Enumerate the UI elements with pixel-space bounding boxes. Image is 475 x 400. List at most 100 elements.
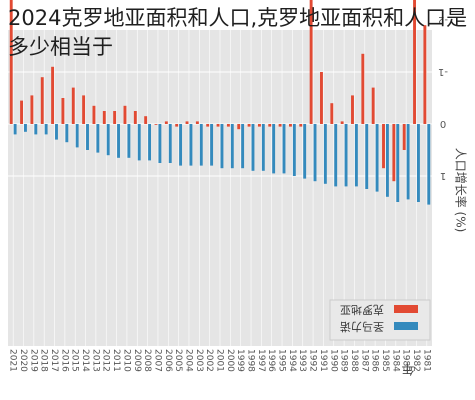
bar-san-marino [168, 124, 172, 163]
x-tick-label: 2018 [39, 349, 49, 372]
legend-swatch [394, 305, 418, 313]
x-tick: 1999 [235, 349, 245, 372]
y-tick-labels: -4-3-2-101 [438, 14, 448, 181]
bar-san-marino [323, 124, 327, 184]
x-tick: 2017 [49, 349, 59, 372]
x-tick: 1983 [401, 349, 411, 372]
bar-croatia [144, 116, 148, 124]
bar-san-marino [65, 124, 69, 143]
x-tick: 1991 [318, 349, 328, 372]
bar-croatia [413, 0, 416, 124]
bar-san-marino [230, 124, 234, 169]
x-tick: 2002 [204, 349, 214, 372]
bar-croatia [113, 111, 117, 124]
bar-san-marino [427, 124, 431, 205]
bar-san-marino [158, 124, 162, 163]
x-tick-label: 2021 [8, 349, 18, 372]
bar-croatia [216, 124, 220, 127]
bar-croatia [268, 124, 272, 127]
x-tick: 1981 [421, 349, 431, 372]
bar-san-marino [127, 124, 131, 158]
x-tick: 1996 [266, 349, 276, 372]
x-tick: 1987 [359, 349, 369, 372]
x-tick-label: 1981 [421, 349, 431, 372]
bar-croatia [237, 124, 241, 130]
bar-san-marino [117, 124, 120, 158]
bar-san-marino [44, 124, 48, 135]
x-tick: 2021 [8, 349, 18, 372]
x-tick: 2018 [39, 349, 49, 372]
bar-croatia [9, 0, 13, 124]
bar-croatia [382, 124, 385, 169]
x-tick-label: 2017 [49, 349, 59, 372]
x-tick: 2010 [121, 349, 131, 372]
x-tick: 1992 [308, 349, 318, 372]
bar-croatia [154, 124, 158, 125]
x-tick-label: 1991 [318, 349, 328, 372]
bar-croatia [320, 72, 323, 124]
y-axis-label: 人口增长率 (%) [454, 148, 469, 233]
y-tick: -1 [438, 66, 448, 77]
bar-croatia [226, 124, 230, 127]
bar-san-marino [272, 124, 276, 174]
x-tick-label: 1999 [235, 349, 245, 372]
legend-label: 克罗地亚 [340, 303, 384, 316]
bar-san-marino [55, 124, 58, 140]
bar-croatia [40, 77, 44, 124]
x-tick: 2003 [194, 349, 204, 372]
x-tick-label: 2001 [215, 349, 225, 372]
x-tick-label: 1983 [401, 349, 411, 372]
bar-croatia [330, 103, 334, 124]
x-tick-label: 1992 [308, 349, 318, 372]
bar-croatia [175, 124, 179, 127]
bar-croatia [71, 87, 75, 124]
x-tick: 2004 [183, 349, 193, 372]
bar-croatia [30, 95, 34, 124]
y-tick: 1 [440, 170, 446, 181]
x-tick: 1984 [390, 349, 400, 372]
x-tick-label: 1996 [266, 349, 276, 372]
bar-croatia [164, 121, 168, 124]
y-tick-label: -1 [438, 66, 448, 77]
bar-croatia [340, 121, 344, 124]
y-tick: -2 [438, 14, 448, 25]
bar-croatia [288, 124, 292, 127]
bar-croatia [61, 98, 65, 124]
bar-croatia [309, 0, 313, 124]
bar-san-marino [75, 124, 79, 148]
x-tick: 1997 [256, 349, 266, 372]
x-tick-label: 1995 [277, 349, 287, 372]
x-tick-label: 2019 [28, 349, 38, 372]
x-tick: 1982 [411, 349, 421, 372]
bar-croatia [402, 124, 406, 150]
bar-croatia [185, 121, 189, 124]
x-tick: 2013 [90, 349, 100, 372]
x-tick-label: 1990 [328, 349, 338, 372]
x-tick: 2011 [111, 349, 121, 372]
page-title: 2024克罗地亚面积和人口,克罗地亚面积和人口是多少相当于 [8, 6, 468, 59]
x-tick: 2008 [142, 349, 152, 372]
x-tick-label: 2012 [101, 349, 111, 372]
x-tick: 1990 [328, 349, 338, 372]
bar-san-marino [344, 124, 348, 187]
x-tick: 1985 [380, 349, 390, 372]
bar-san-marino [241, 124, 245, 169]
x-tick: 2007 [152, 349, 162, 372]
x-tick: 2000 [225, 349, 235, 372]
bar-san-marino [261, 124, 265, 171]
bar-san-marino [34, 124, 38, 135]
bar-san-marino [416, 124, 420, 202]
x-tick: 2015 [70, 349, 80, 372]
x-tick: 1986 [370, 349, 380, 372]
x-tick: 1988 [349, 349, 359, 372]
bar-san-marino [334, 124, 338, 187]
bar-san-marino [406, 124, 410, 200]
bar-croatia [51, 66, 55, 124]
y-tick: 0 [440, 118, 446, 129]
bar-croatia [371, 87, 375, 124]
x-tick-labels: 1981198219831984198519861987198819891990… [8, 349, 432, 372]
bar-croatia [247, 124, 251, 127]
x-tick: 1989 [339, 349, 349, 372]
x-tick-label: 2015 [70, 349, 80, 372]
bar-croatia [351, 95, 354, 124]
